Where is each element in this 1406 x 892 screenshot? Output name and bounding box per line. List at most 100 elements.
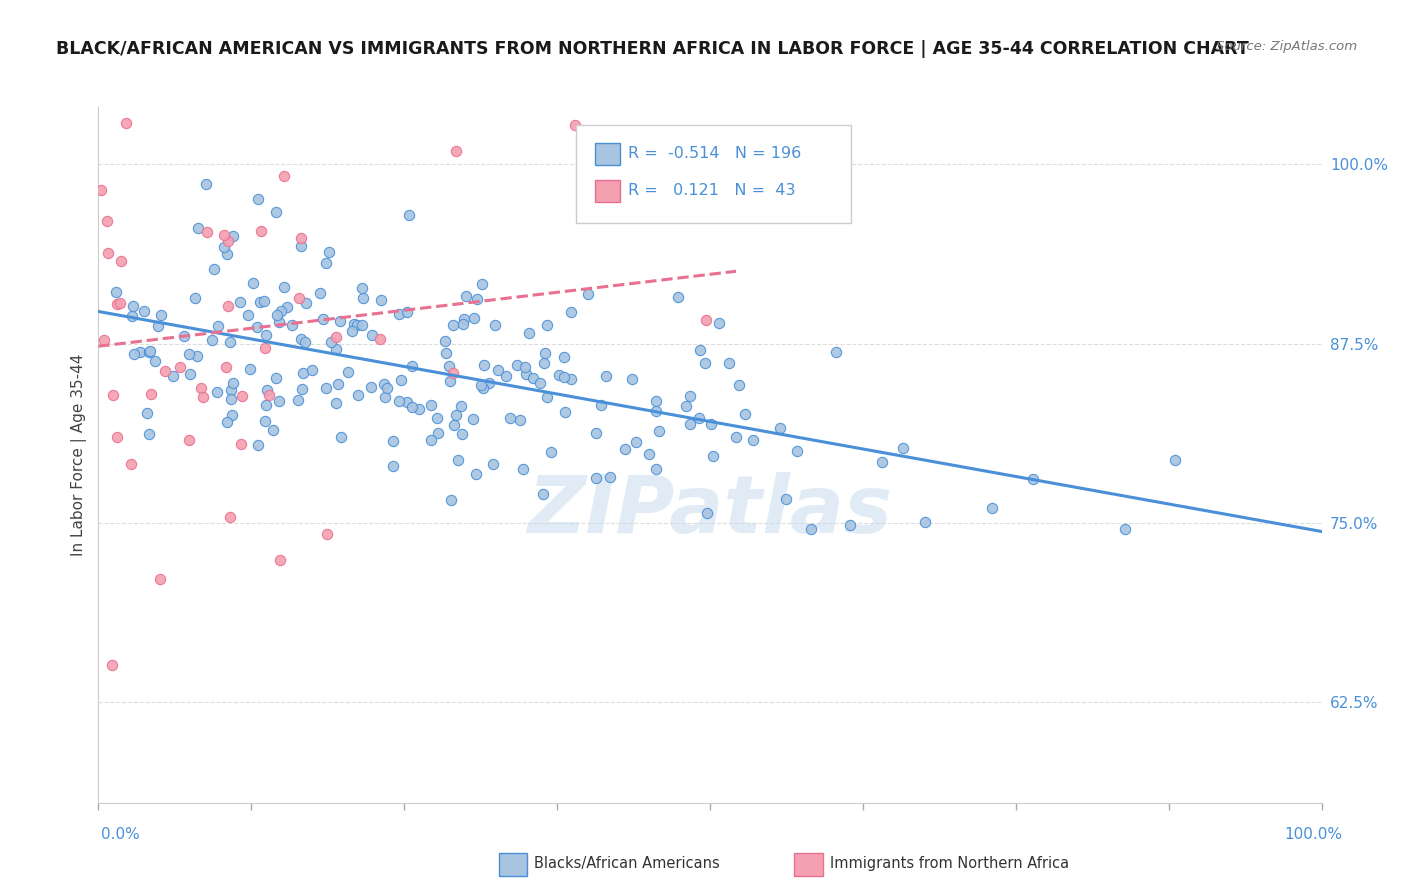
Point: [360, 379, 382, 393]
Point: [482, 458, 505, 472]
Point: [217, 246, 239, 260]
Point: [472, 358, 495, 372]
Point: [229, 295, 252, 310]
Point: [446, 409, 468, 423]
Point: [212, 240, 235, 254]
Point: [149, 309, 172, 323]
Point: [110, 254, 132, 268]
Point: [395, 305, 418, 319]
Point: [162, 368, 184, 383]
Point: [387, 394, 409, 409]
Point: [451, 426, 474, 441]
Point: [728, 377, 751, 392]
Point: [291, 382, 314, 396]
Point: [439, 493, 461, 508]
Point: [262, 423, 284, 437]
Point: [273, 280, 295, 294]
Point: [401, 359, 423, 373]
Point: [108, 296, 131, 310]
Text: Source: ZipAtlas.com: Source: ZipAtlas.com: [1216, 40, 1357, 54]
Point: [105, 297, 128, 311]
Point: [375, 381, 398, 395]
Point: [626, 434, 648, 449]
Point: [221, 409, 243, 423]
Point: [143, 353, 166, 368]
Point: [179, 434, 201, 448]
Point: [288, 291, 311, 305]
Text: R =  -0.514   N = 196: R = -0.514 N = 196: [628, 146, 801, 161]
Point: [266, 308, 288, 322]
Point: [870, 454, 893, 468]
Point: [495, 368, 517, 383]
Point: [576, 286, 599, 301]
Point: [536, 318, 558, 333]
Point: [734, 408, 756, 422]
Point: [775, 491, 797, 506]
Point: [122, 299, 145, 313]
Point: [218, 509, 240, 524]
Point: [179, 347, 201, 361]
Point: [315, 381, 337, 395]
Point: [301, 363, 323, 377]
Point: [443, 418, 465, 433]
Point: [294, 335, 316, 350]
Point: [101, 658, 124, 673]
Point: [238, 361, 260, 376]
Point: [325, 330, 347, 344]
Point: [267, 393, 290, 408]
Point: [1114, 522, 1136, 536]
Point: [290, 238, 312, 252]
Point: [273, 169, 295, 184]
Point: [450, 400, 472, 414]
Point: [370, 332, 392, 346]
Point: [215, 360, 238, 375]
Point: [540, 445, 562, 459]
Point: [256, 384, 278, 398]
Point: [454, 289, 477, 303]
Point: [461, 411, 484, 425]
Point: [825, 344, 848, 359]
Point: [499, 411, 522, 425]
Point: [107, 430, 129, 444]
Point: [184, 291, 207, 305]
Point: [134, 59, 156, 73]
Point: [186, 349, 208, 363]
Point: [312, 311, 335, 326]
Point: [786, 443, 808, 458]
Point: [254, 328, 277, 343]
Point: [219, 334, 242, 349]
Point: [478, 376, 501, 390]
Point: [190, 381, 212, 395]
Point: [148, 318, 170, 333]
Point: [342, 324, 364, 338]
Point: [718, 356, 741, 370]
Point: [292, 367, 315, 381]
Point: [709, 316, 731, 330]
Point: [531, 487, 554, 501]
Point: [464, 467, 486, 482]
Point: [139, 343, 162, 358]
Point: [420, 434, 443, 448]
Point: [250, 224, 273, 238]
Point: [443, 318, 465, 333]
Point: [388, 307, 411, 321]
Point: [217, 234, 239, 248]
Point: [666, 290, 689, 304]
Point: [270, 304, 292, 318]
Point: [315, 256, 337, 270]
Text: ZIPatlas: ZIPatlas: [527, 472, 893, 549]
Point: [352, 292, 374, 306]
Point: [437, 359, 460, 373]
Point: [264, 371, 287, 385]
Point: [426, 410, 449, 425]
Point: [242, 276, 264, 290]
Point: [93, 333, 115, 347]
Point: [325, 342, 347, 356]
Point: [207, 384, 229, 399]
Point: [891, 441, 914, 455]
Text: Blacks/African Americans: Blacks/African Americans: [534, 856, 720, 871]
Point: [336, 365, 359, 379]
Point: [222, 376, 245, 391]
Point: [246, 320, 269, 334]
Point: [276, 301, 298, 315]
